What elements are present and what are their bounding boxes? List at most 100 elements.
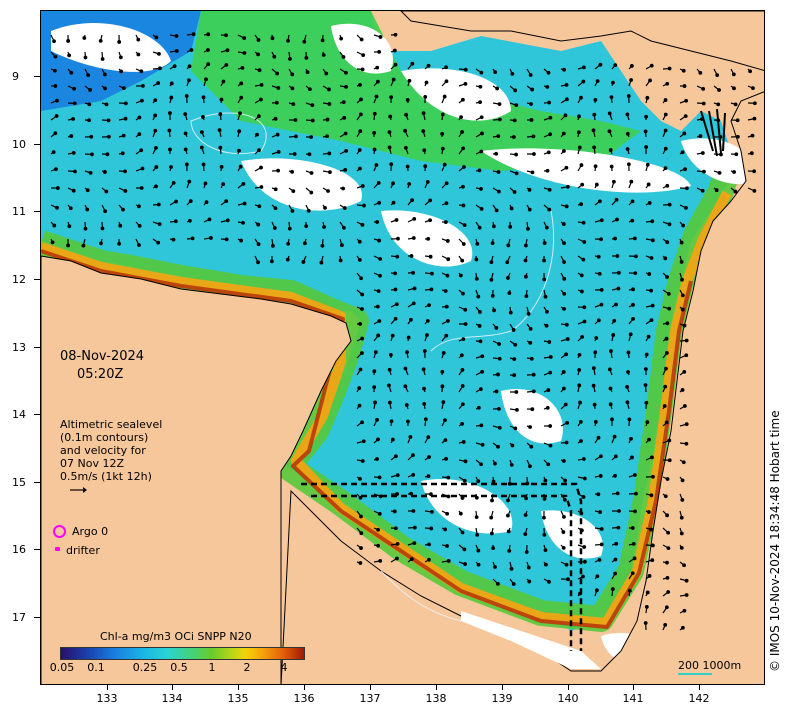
velocity-arrow-head xyxy=(684,593,689,597)
velocity-arrow-head xyxy=(376,543,381,548)
velocity-arrow-head xyxy=(593,97,598,102)
velocity-arrow-head xyxy=(474,257,479,262)
velocity-arrow-head xyxy=(290,86,295,91)
velocity-arrow-head xyxy=(679,260,684,264)
velocity-arrow-head xyxy=(496,444,500,449)
velocity-arrow-head xyxy=(389,419,394,424)
velocity-arrow-head xyxy=(548,115,553,120)
velocity-arrow-head xyxy=(269,259,274,264)
velocity-arrow-head xyxy=(174,34,179,38)
velocity-arrow-head xyxy=(609,95,614,100)
torres-strait-islands xyxy=(700,108,726,157)
velocity-arrow-head xyxy=(460,496,465,500)
velocity-arrow-head xyxy=(293,118,298,122)
velocity-arrow-head xyxy=(613,571,618,576)
velocity-arrow-head xyxy=(259,185,264,189)
velocity-arrow-head xyxy=(387,383,391,388)
velocity-arrow-head xyxy=(140,98,144,103)
southern-cloud xyxy=(461,611,601,669)
velocity-arrow-head xyxy=(596,435,601,440)
velocity-arrow-head xyxy=(309,190,314,195)
velocity-arrow-head xyxy=(443,289,448,293)
velocity-arrow-head xyxy=(421,129,426,134)
velocity-arrow-head xyxy=(545,405,550,410)
velocity-arrow-head xyxy=(592,112,597,117)
velocity-arrow-head xyxy=(440,146,445,151)
velocity-arrow-head xyxy=(582,476,587,481)
velocity-arrow-head xyxy=(307,87,312,92)
velocity-arrow-head xyxy=(631,302,635,307)
velocity-arrow-head xyxy=(389,162,394,167)
velocity-arrow-head xyxy=(204,77,208,82)
velocity-arrow-head xyxy=(514,171,519,176)
velocity-arrow-head xyxy=(562,241,566,246)
velocity-arrow-head xyxy=(324,71,329,76)
velocity-arrow-head xyxy=(376,333,381,338)
velocity-scale-arrow xyxy=(70,487,87,493)
velocity-arrow-head xyxy=(579,511,584,516)
velocity-arrow-head xyxy=(307,152,312,157)
velocity-arrow-head xyxy=(562,306,566,311)
velocity-arrow-head xyxy=(219,164,224,169)
velocity-arrow-head xyxy=(667,66,672,71)
velocity-arrow-head xyxy=(257,148,261,152)
velocity-arrow-head xyxy=(377,50,382,54)
velocity-arrow-head xyxy=(480,442,485,447)
velocity-arrow-head xyxy=(357,239,362,244)
velocity-arrow-head xyxy=(412,541,417,545)
velocity-arrow-head xyxy=(515,408,519,412)
velocity-arrow-head xyxy=(445,239,450,243)
velocity-arrow-head xyxy=(276,149,281,154)
velocity-arrow-head xyxy=(599,237,603,242)
lon-tick-mark xyxy=(107,685,108,690)
velocity-arrow-head xyxy=(581,257,586,262)
velocity-arrow-head xyxy=(106,134,111,139)
velocity-arrow-head xyxy=(412,286,417,291)
velocity-arrow-head xyxy=(344,70,348,75)
velocity-arrow-head xyxy=(103,86,107,91)
velocity-arrow-head xyxy=(72,101,77,106)
velocity-arrow-head xyxy=(85,207,90,212)
velocity-arrow-head xyxy=(626,350,631,355)
velocity-arrow-head xyxy=(684,338,689,343)
velocity-arrow-head xyxy=(256,242,261,247)
velocity-arrow-head xyxy=(69,134,74,138)
velocity-arrow-head xyxy=(187,78,191,83)
velocity-arrow-head xyxy=(137,204,141,209)
velocity-arrow-head xyxy=(525,481,530,486)
velocity-arrow-head xyxy=(187,179,192,184)
cape-york xyxy=(280,91,764,684)
velocity-arrow-head xyxy=(443,527,448,532)
velocity-arrow-head xyxy=(477,168,482,173)
velocity-arrow-head xyxy=(591,366,596,371)
velocity-arrow-head xyxy=(665,81,670,86)
velocity-arrow-head xyxy=(460,530,465,535)
velocity-arrow-head xyxy=(476,294,481,299)
velocity-arrow-head xyxy=(548,443,553,448)
velocity-arrow-head xyxy=(376,181,381,185)
velocity-arrow-head xyxy=(702,169,706,174)
velocity-arrow-head xyxy=(506,498,510,503)
velocity-arrow-head xyxy=(748,69,753,74)
velocity-arrow-head xyxy=(594,336,599,340)
velocity-arrow-head xyxy=(174,49,179,53)
velocity-arrow-head xyxy=(607,111,612,116)
velocity-arrow-head xyxy=(191,32,196,37)
velocity-arrow-head xyxy=(237,129,242,134)
velocity-arrow-head xyxy=(633,271,638,276)
velocity-arrow-head xyxy=(358,495,363,500)
velocity-arrow-head xyxy=(396,236,400,241)
velocity-arrow-head xyxy=(625,385,629,389)
lat-label-14: 14 xyxy=(12,408,26,421)
velocity-arrow-head xyxy=(608,402,613,407)
velocity-arrow-head xyxy=(372,130,377,135)
velocity-arrow-head xyxy=(427,303,431,308)
velocity-arrow-head xyxy=(650,238,655,243)
colorbar-tick: 0.5 xyxy=(170,661,188,674)
velocity-arrow-head xyxy=(422,386,426,391)
velocity-arrow-head xyxy=(390,333,395,338)
velocity-arrow-head xyxy=(358,322,363,326)
velocity-arrow-head xyxy=(98,39,103,43)
velocity-arrow-head xyxy=(561,370,566,374)
velocity-arrow-head xyxy=(393,62,398,67)
